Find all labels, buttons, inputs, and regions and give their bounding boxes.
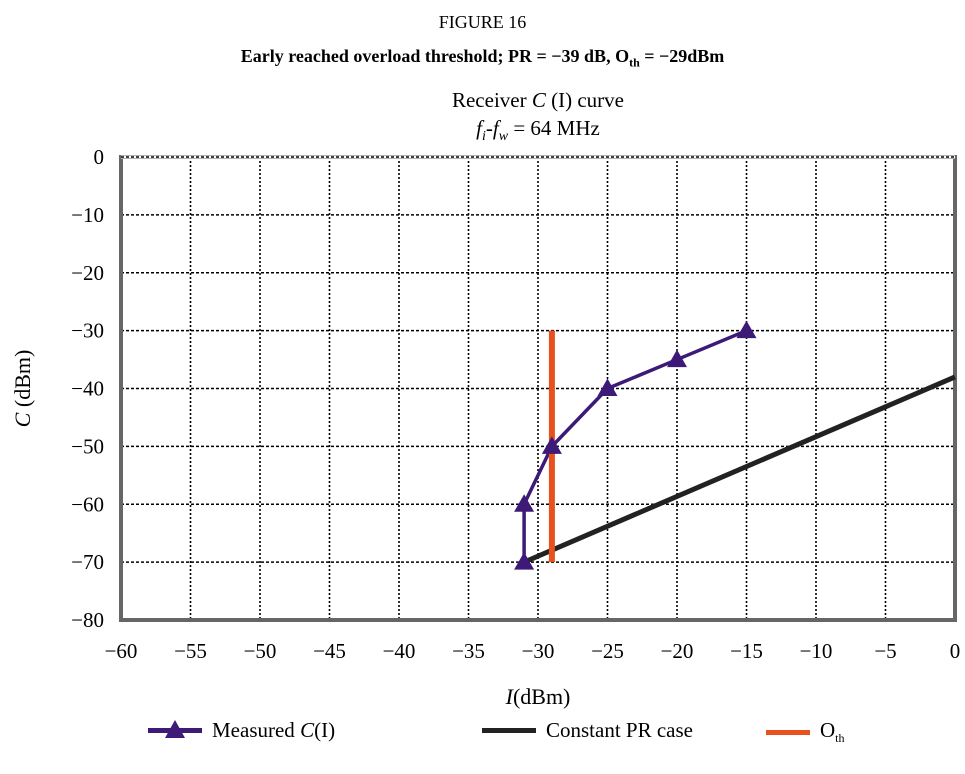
legend-label-measured: Measured C(I) [212,718,336,742]
chart-series [514,320,956,570]
x-tick-label: 0 [950,639,961,663]
x-tick-label: −20 [661,639,694,663]
x-tick-label: −15 [730,639,763,663]
figure-title-main: Early reached overload threshold; PR = −… [240,46,630,66]
chart-titles: Receiver C (I) curve fi-fw = 64 MHz I(dBm)… [10,88,624,709]
x-tick-label: −60 [105,639,138,663]
x-tick-label: −30 [522,639,555,663]
legend-swatch-measured [148,720,202,738]
chart-title-line1: Receiver C (I) curve [452,88,624,112]
x-tick-label: −35 [452,639,485,663]
series-measured-line [522,329,748,563]
y-axis-label: C (dBm) [10,350,35,428]
y-tick-label: 0 [94,145,105,169]
measured-point-marker-5 [736,320,757,339]
chart-axes [119,155,957,622]
x-axis-label: I(dBm) [505,684,571,709]
chart-legend: Measured C(I) Constant PR case Oth [0,718,965,758]
x-tick-label: −40 [383,639,416,663]
y-tick-label: −20 [71,261,104,285]
legend-label-constant: Constant PR case [546,718,693,742]
y-tick-label: −30 [71,319,104,343]
legend-item-threshold: Oth [766,718,845,746]
legend-swatch-constant [482,728,536,733]
triangle-marker-icon [165,720,185,738]
figure-title: Early reached overload threshold; PR = −… [0,46,965,71]
legend-swatch-threshold [766,729,810,735]
x-tick-label: −55 [174,639,207,663]
legend-item-constant: Constant PR case [482,718,693,743]
y-tick-label: −60 [71,492,104,516]
measured-point-marker-4 [667,349,687,368]
y-tick-label: −40 [71,377,104,401]
x-tick-label: −10 [800,639,833,663]
x-tick-label: −45 [313,639,346,663]
legend-label-threshold: Oth [820,718,845,746]
chart-title-line2: fi-fw = 64 MHz [476,116,600,144]
measured-point-marker-2 [541,436,562,454]
y-tick-label: −80 [71,608,104,632]
y-tick-label: −70 [71,550,104,574]
chart-ticks: −60 −55 −50 −45 −40 −35 −30 −25 −20 −15 −10 −5 00−10… [71,145,960,663]
measured-point-marker-1 [514,494,535,512]
figure-title-tail: = −29dBm [639,46,725,66]
series-constant-pr-line [523,374,956,565]
figure-number: FIGURE 16 [438,12,527,32]
y-tick-label: −10 [71,203,104,227]
measured-point-marker-0 [514,552,535,570]
x-tick-label: −50 [244,639,277,663]
legend-item-measured: Measured C(I) [148,718,335,743]
chart-grid [121,157,955,620]
y-tick-label: −50 [71,434,104,458]
figure-title-subscript: th [629,55,640,70]
x-tick-label: −5 [874,639,896,663]
measured-point-marker-3 [597,378,618,396]
x-tick-label: −25 [591,639,624,663]
